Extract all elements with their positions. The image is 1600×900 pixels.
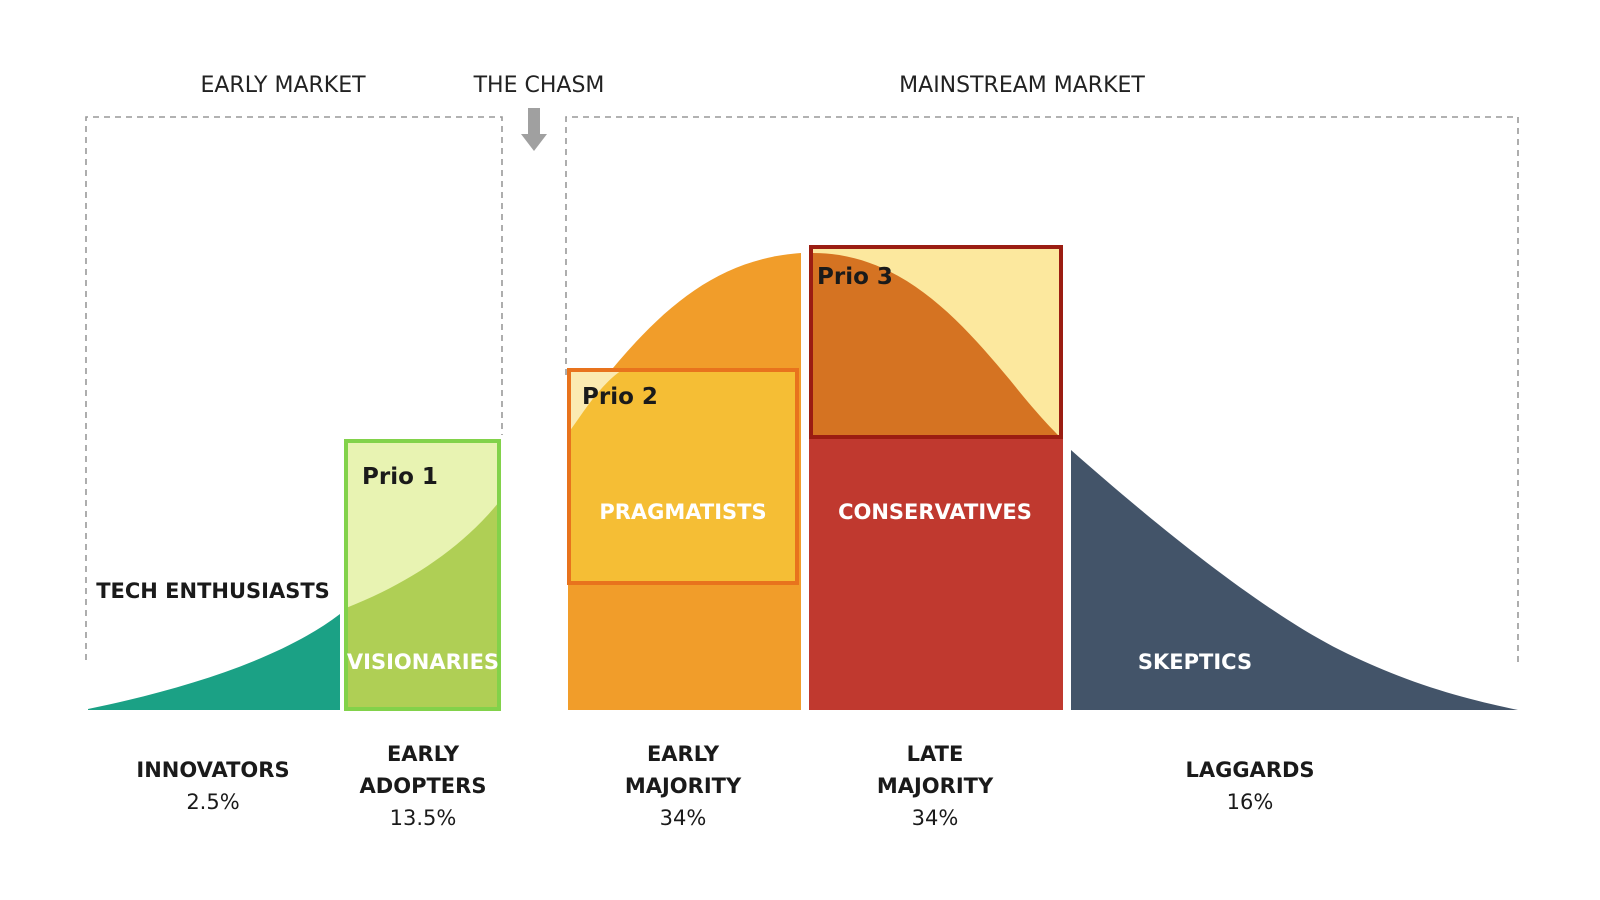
tech-enthusiasts-label: TECH ENTHUSIASTS	[96, 579, 330, 603]
early-market-label: EARLY MARKET	[200, 73, 366, 98]
prio-2-label: Prio 2	[582, 384, 658, 410]
prio-2-corner	[569, 370, 622, 432]
prio-2-box-fill	[569, 370, 797, 583]
laggards-name: LAGGARDS	[1185, 758, 1314, 782]
prio-2-box	[567, 368, 799, 585]
the-chasm-label: THE CHASM	[473, 73, 605, 98]
chasm-arrow-icon	[521, 108, 547, 151]
innovators-curve	[88, 614, 340, 710]
late-majority-curve	[811, 252, 1060, 437]
early-majority-name-line2: MAJORITY	[625, 774, 742, 798]
early-adopters-curve	[346, 502, 499, 709]
late-majority-percent: 34%	[912, 806, 959, 830]
early-adopters-name-line2: ADOPTERS	[360, 774, 487, 798]
skeptics-label: SKEPTICS	[1138, 650, 1252, 674]
late-majority-name-line1: LATE	[907, 742, 964, 766]
mainstream-market-label: MAINSTREAM MARKET	[899, 73, 1145, 98]
pragmatists-label: PRAGMATISTS	[599, 500, 766, 524]
prio-3-box	[809, 245, 1063, 439]
laggards-curve	[1071, 450, 1518, 710]
innovators-name: INNOVATORS	[136, 758, 289, 782]
innovators-percent: 2.5%	[186, 790, 239, 814]
early-market-boundary	[85, 116, 503, 660]
early-adopters-name-line1: EARLY	[387, 742, 460, 766]
prio-1-box	[344, 439, 501, 711]
prio-3-label: Prio 3	[817, 264, 893, 290]
early-majority-percent: 34%	[660, 806, 707, 830]
prio-1-label: Prio 1	[362, 464, 438, 490]
late-majority-name-line2: MAJORITY	[877, 774, 994, 798]
early-adopters-percent: 13.5%	[390, 806, 457, 830]
late-majority-block	[809, 437, 1063, 710]
laggards-percent: 16%	[1227, 790, 1274, 814]
conservatives-label: CONSERVATIVES	[838, 500, 1032, 524]
early-majority-name-line1: EARLY	[647, 742, 720, 766]
visionaries-label: VISIONARIES	[347, 650, 499, 674]
